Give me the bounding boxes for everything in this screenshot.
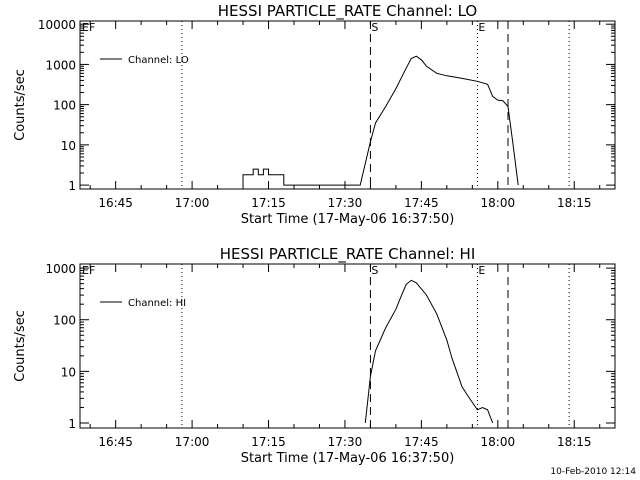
x-tick-label: 17:00 xyxy=(175,196,210,210)
marker-label: E xyxy=(478,264,485,277)
x-tick-label: 18:00 xyxy=(481,435,516,449)
marker-label: S xyxy=(371,264,378,277)
chart-title: HESSI PARTICLE_RATE Channel: LO xyxy=(218,2,477,21)
x-tick-label: 17:15 xyxy=(251,196,286,210)
x-tick-label: 18:00 xyxy=(481,196,516,210)
y-tick-label: 10000 xyxy=(38,18,76,32)
series-line xyxy=(242,55,519,186)
x-tick-label: 18:15 xyxy=(557,196,592,210)
x-tick-label: 16:45 xyxy=(98,435,133,449)
y-tick-label: 1 xyxy=(68,417,76,431)
x-tick-label: 17:15 xyxy=(251,435,286,449)
y-axis-label: Counts/sec xyxy=(13,310,28,382)
x-axis-label: Start Time (17-May-06 16:37:50) xyxy=(241,451,455,466)
x-tick-label: 16:45 xyxy=(98,196,133,210)
x-tick-label: 18:15 xyxy=(557,435,592,449)
legend-label: Channel: LO xyxy=(128,55,189,66)
chart-title: HESSI PARTICLE_RATE Channel: HI xyxy=(220,245,476,264)
series-line xyxy=(364,279,494,424)
y-tick-label: 1000 xyxy=(45,58,76,72)
x-tick-label: 17:00 xyxy=(175,435,210,449)
chart-panel-hi: HESSI PARTICLE_RATE Channel: HI Counts/se… xyxy=(13,245,616,466)
y-tick-label: 10 xyxy=(61,139,76,153)
marker-label: E xyxy=(478,21,485,34)
y-tick-label: 10 xyxy=(61,365,76,379)
plot-frame xyxy=(79,263,616,429)
x-axis-label: Start Time (17-May-06 16:37:50) xyxy=(241,212,455,227)
y-tick-label: 100 xyxy=(53,314,76,328)
generated-timestamp: 10-Feb-2010 12:14 xyxy=(550,467,636,477)
y-tick-label: 100 xyxy=(53,99,76,113)
chart-panel-lo: HESSI PARTICLE_RATE Channel: LO Counts/se… xyxy=(13,2,616,227)
y-tick-label: 1 xyxy=(68,179,76,193)
x-tick-label: 17:45 xyxy=(404,196,439,210)
corner-label-right: F xyxy=(89,21,95,34)
corner-label-left: E xyxy=(82,21,89,34)
x-tick-label: 17:45 xyxy=(404,435,439,449)
corner-label-left: E xyxy=(82,264,89,277)
y-axis-label: Counts/sec xyxy=(13,69,28,141)
legend-label: Channel: HI xyxy=(128,298,186,309)
x-tick-label: 17:30 xyxy=(328,435,363,449)
corner-label-right: F xyxy=(89,264,95,277)
marker-label: S xyxy=(371,21,378,34)
y-tick-label: 1000 xyxy=(45,262,76,276)
plot-frame xyxy=(79,20,616,190)
x-tick-label: 17:30 xyxy=(328,196,363,210)
